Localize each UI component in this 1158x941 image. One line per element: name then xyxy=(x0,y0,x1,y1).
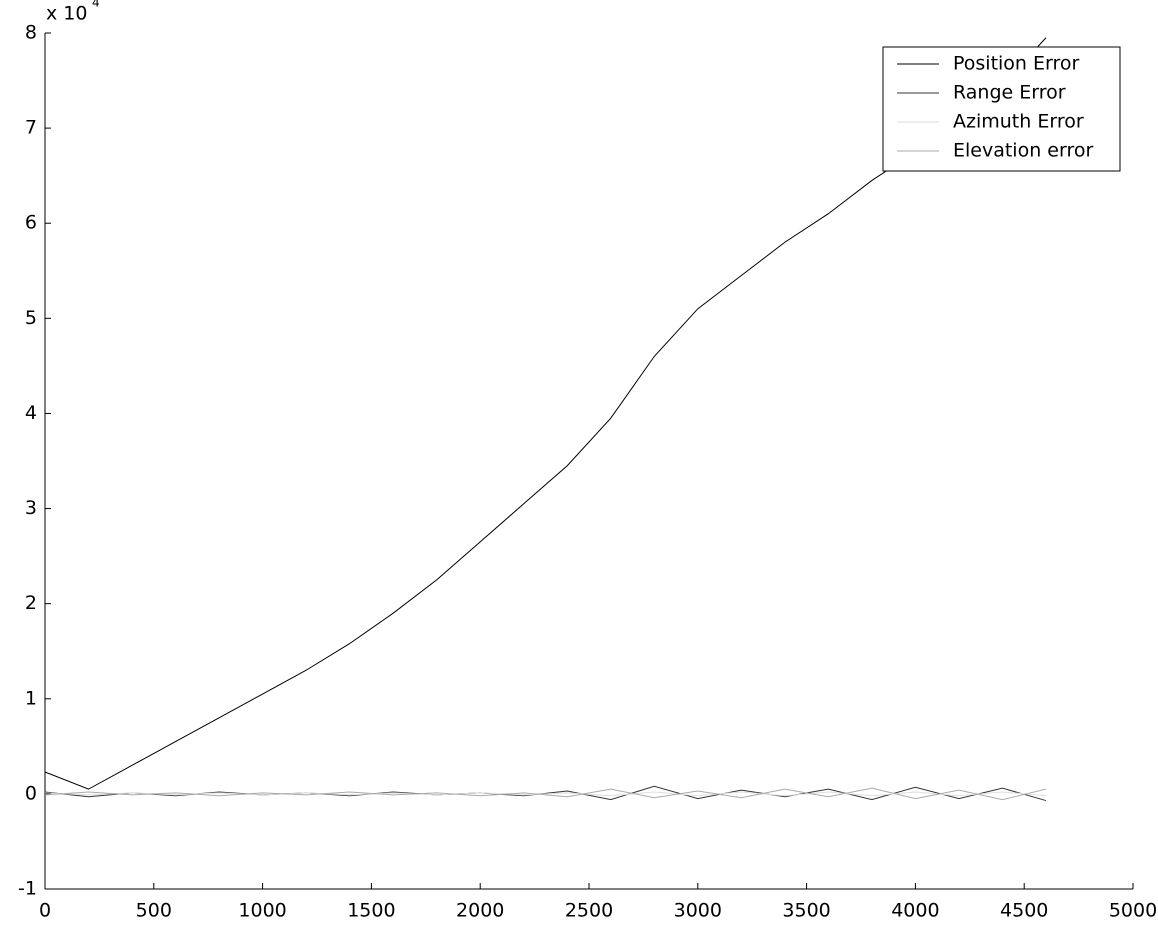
x-tick-label: 1500 xyxy=(347,900,395,922)
y-tick-label: 0 xyxy=(25,782,37,804)
x-tick-label: 2000 xyxy=(456,900,504,922)
y-tick-label: 2 xyxy=(25,592,37,614)
y-tick-label: 6 xyxy=(25,212,37,234)
x-tick-label: 500 xyxy=(136,900,172,922)
x-tick-label: 5000 xyxy=(1109,900,1157,922)
legend-label: Position Error xyxy=(953,53,1080,75)
legend-label: Elevation error xyxy=(953,140,1093,162)
y-tick-label: 3 xyxy=(25,497,37,519)
x-tick-label: 1000 xyxy=(238,900,286,922)
series-line xyxy=(44,791,1047,797)
y-multiplier-exp: 4 xyxy=(92,0,100,10)
legend-label: Range Error xyxy=(953,82,1066,104)
x-tick-label: 3000 xyxy=(674,900,722,922)
series-line xyxy=(44,787,1047,801)
x-tick-label: 4000 xyxy=(891,900,939,922)
legend-box xyxy=(882,46,1121,172)
legend-label: Azimuth Error xyxy=(953,111,1084,133)
series-line xyxy=(44,37,1047,790)
y-tick-label: 7 xyxy=(25,117,37,139)
y-tick-label: 5 xyxy=(25,307,37,329)
x-tick-label: 0 xyxy=(39,900,51,922)
y-tick-label: -1 xyxy=(18,878,37,900)
y-tick-label: 8 xyxy=(25,22,37,44)
y-multiplier: x 10 xyxy=(46,3,87,25)
y-tick-label: 1 xyxy=(25,687,37,709)
x-tick-label: 4500 xyxy=(1000,900,1048,922)
x-tick-label: 2500 xyxy=(565,900,613,922)
x-tick-label: 3500 xyxy=(782,900,830,922)
y-tick-label: 4 xyxy=(25,402,37,424)
